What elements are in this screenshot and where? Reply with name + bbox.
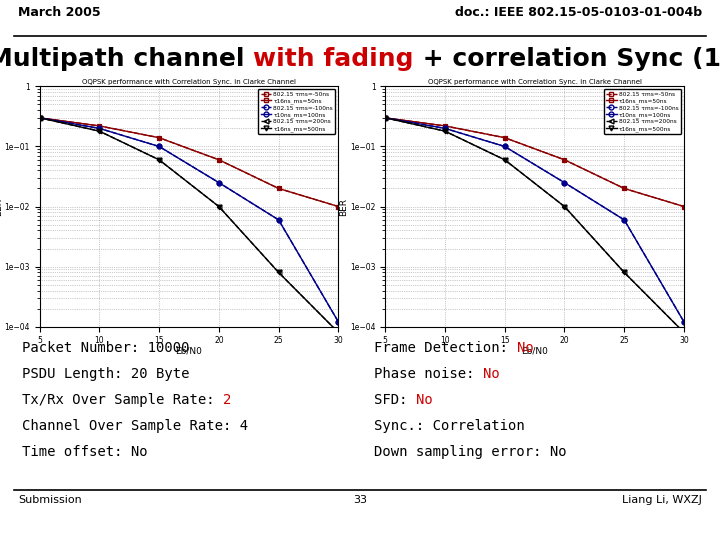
Text: Down sampling error: No: Down sampling error: No — [374, 445, 567, 459]
Text: SFD:: SFD: — [374, 393, 416, 407]
Text: 33: 33 — [353, 495, 367, 505]
Text: Channel Over Sample Rate: 4: Channel Over Sample Rate: 4 — [22, 419, 248, 433]
Text: Packet Number: 10000: Packet Number: 10000 — [22, 341, 189, 355]
Text: + correlation Sync (1): + correlation Sync (1) — [414, 46, 720, 71]
Text: No: No — [416, 393, 433, 407]
Text: March 2005: March 2005 — [18, 6, 101, 19]
Text: Multipath channel: Multipath channel — [0, 46, 253, 71]
Text: No: No — [517, 341, 534, 355]
Text: Sync.: Correlation: Sync.: Correlation — [374, 419, 525, 433]
Text: Frame Detection:: Frame Detection: — [374, 341, 517, 355]
Legend: 802.15 τms=-50ns, τ16ns_ms=50ns, 802.15 τms=-100ns, τ10ns_ms=100ns, 802.15 τms=2: 802.15 τms=-50ns, τ16ns_ms=50ns, 802.15 … — [604, 89, 681, 134]
Y-axis label: BER: BER — [340, 198, 348, 215]
Title: OQPSK performance with Correlation Sync. in Clarke Channel: OQPSK performance with Correlation Sync.… — [428, 79, 642, 85]
Text: Phase noise:: Phase noise: — [374, 367, 483, 381]
Title: OQPSK performance with Correlation Sync. in Clarke Channel: OQPSK performance with Correlation Sync.… — [82, 79, 296, 85]
Text: 2: 2 — [222, 393, 231, 407]
Text: Time offset: No: Time offset: No — [22, 445, 147, 459]
Text: Tx/Rx Over Sample Rate:: Tx/Rx Over Sample Rate: — [22, 393, 222, 407]
Legend: 802.15 τms=-50ns, τ16ns_ms=50ns, 802.15 τms=-100ns, τ10ns_ms=100ns, 802.15 τms=2: 802.15 τms=-50ns, τ16ns_ms=50ns, 802.15 … — [258, 89, 336, 134]
Text: No: No — [483, 367, 500, 381]
Text: with fading: with fading — [253, 46, 414, 71]
Y-axis label: BER: BER — [0, 198, 3, 215]
Text: doc.: IEEE 802.15-05-0103-01-004b: doc.: IEEE 802.15-05-0103-01-004b — [455, 6, 702, 19]
X-axis label: Eb/N0: Eb/N0 — [176, 347, 202, 356]
Text: PSDU Length: 20 Byte: PSDU Length: 20 Byte — [22, 367, 189, 381]
X-axis label: Eb/N0: Eb/N0 — [521, 347, 548, 356]
Text: Submission: Submission — [18, 495, 82, 505]
Text: Liang Li, WXZJ: Liang Li, WXZJ — [622, 495, 702, 505]
